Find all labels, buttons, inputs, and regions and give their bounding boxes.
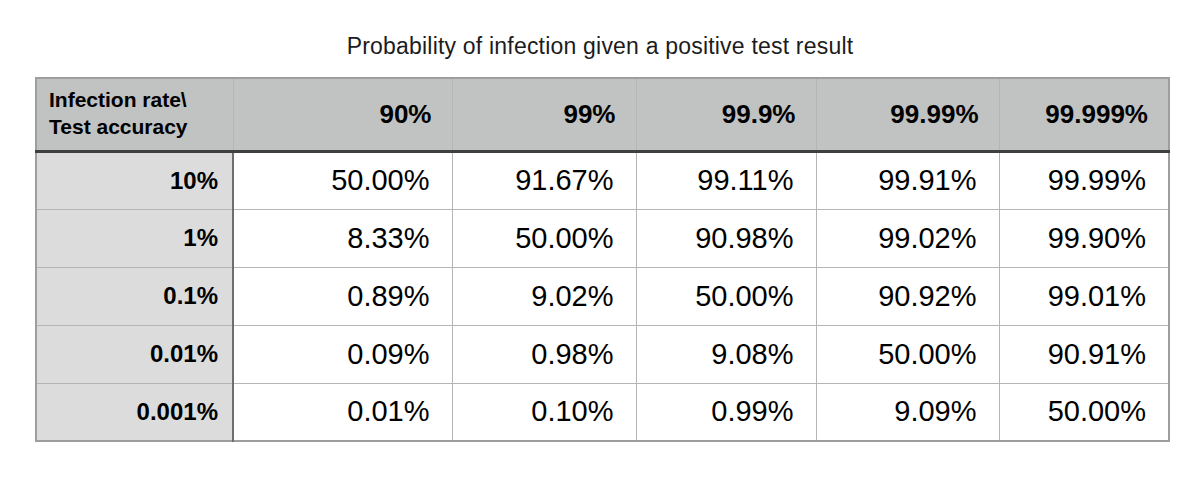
corner-header-line1: Infection rate\	[49, 87, 227, 114]
column-header-99-99: 99.99%	[816, 78, 999, 151]
table-cell: 99.99%	[999, 151, 1169, 209]
table-row: 1% 8.33% 50.00% 90.98% 99.02% 99.90%	[36, 209, 1169, 267]
column-header-99-999: 99.999%	[999, 78, 1169, 151]
table-cell: 9.02%	[452, 267, 636, 325]
table-cell: 99.90%	[999, 209, 1169, 267]
row-label: 10%	[36, 151, 233, 209]
corner-header-cell: Infection rate\ Test accuracy	[36, 78, 233, 151]
table-cell: 99.11%	[636, 151, 816, 209]
probability-table: Infection rate\ Test accuracy 90% 99% 99…	[35, 77, 1170, 442]
table-cell: 0.10%	[452, 383, 636, 441]
column-header-99: 99%	[452, 78, 636, 151]
column-header-90: 90%	[233, 78, 452, 151]
table-cell: 50.00%	[233, 151, 452, 209]
table-cell: 99.01%	[999, 267, 1169, 325]
table-cell: 90.98%	[636, 209, 816, 267]
table-cell: 0.98%	[452, 325, 636, 383]
table-cell: 90.91%	[999, 325, 1169, 383]
row-label: 0.01%	[36, 325, 233, 383]
table-cell: 91.67%	[452, 151, 636, 209]
table-cell: 9.08%	[636, 325, 816, 383]
corner-header-line2: Test accuracy	[49, 114, 227, 141]
table-cell: 9.09%	[816, 383, 999, 441]
column-header-99-9: 99.9%	[636, 78, 816, 151]
table-cell: 50.00%	[636, 267, 816, 325]
table-cell: 50.00%	[816, 325, 999, 383]
table-cell: 0.01%	[233, 383, 452, 441]
table-row: 0.001% 0.01% 0.10% 0.99% 9.09% 50.00%	[36, 383, 1169, 441]
table-cell: 50.00%	[452, 209, 636, 267]
header-row: Infection rate\ Test accuracy 90% 99% 99…	[36, 78, 1169, 151]
table-cell: 0.99%	[636, 383, 816, 441]
row-label: 0.1%	[36, 267, 233, 325]
row-label: 0.001%	[36, 383, 233, 441]
table-row: 0.1% 0.89% 9.02% 50.00% 90.92% 99.01%	[36, 267, 1169, 325]
table-cell: 0.89%	[233, 267, 452, 325]
table-cell: 90.92%	[816, 267, 999, 325]
table-cell: 99.02%	[816, 209, 999, 267]
table-cell: 99.91%	[816, 151, 999, 209]
table-row: 0.01% 0.09% 0.98% 9.08% 50.00% 90.91%	[36, 325, 1169, 383]
row-label: 1%	[36, 209, 233, 267]
table-cell: 50.00%	[999, 383, 1169, 441]
table-cell: 0.09%	[233, 325, 452, 383]
table-cell: 8.33%	[233, 209, 452, 267]
figure-title: Probability of infection given a positiv…	[0, 33, 1200, 60]
table-row: 10% 50.00% 91.67% 99.11% 99.91% 99.99%	[36, 151, 1169, 209]
